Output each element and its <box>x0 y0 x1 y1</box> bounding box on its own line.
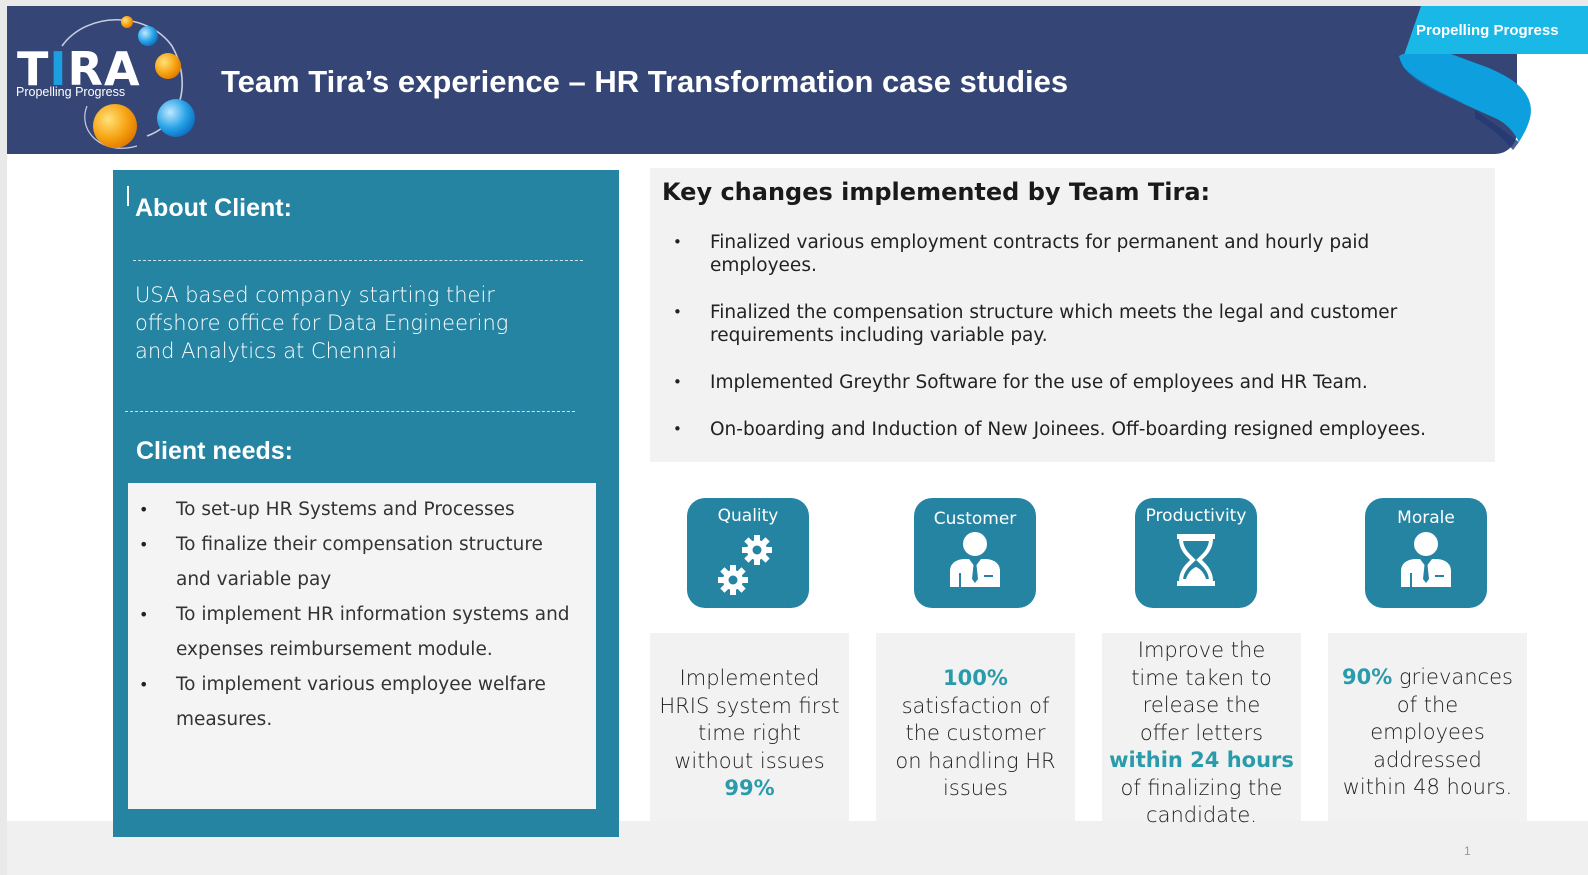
key-changes-list: Finalized various employment contracts f… <box>650 231 1495 465</box>
list-item: Finalized various employment contracts f… <box>650 231 1495 277</box>
client-needs-box: To set-up HR Systems and Processes To fi… <box>128 483 596 809</box>
ribbon-graphic <box>1399 6 1588 150</box>
page-title: Team Tira’s experience – HR Transformati… <box>221 64 1069 99</box>
card-text: Improve the time taken to release the offer… <box>1109 638 1294 827</box>
client-panel: About Client: USA based company starting… <box>113 170 619 837</box>
ribbon-label: Propelling Progress <box>1416 22 1559 39</box>
card-text: Implemented HRIS system first time right wi… <box>659 666 840 800</box>
list-item: Finalized the compensation structure whi… <box>650 301 1495 347</box>
tira-logo: TIRA Propelling Progress <box>7 6 207 154</box>
logo-wordmark: TIRA <box>17 42 141 96</box>
card-text: 90% grievances of the employees addressed wi… <box>1342 665 1513 799</box>
tile-label: Quality <box>717 506 779 526</box>
about-line: offshore office for Data Engineering <box>135 311 509 335</box>
about-client-heading: About Client: <box>135 194 292 222</box>
slide: TIRA Propelling Progress Team Tira’s exp… <box>7 6 1588 875</box>
businessman-icon <box>950 532 1000 587</box>
about-line: USA based company starting their <box>135 283 495 307</box>
divider <box>133 260 583 261</box>
productivity-tile: Productivity <box>1135 498 1257 608</box>
list-item: Implemented Greythr Software for the use… <box>650 371 1495 394</box>
about-line: and Analytics at Chennai <box>135 339 398 363</box>
card-text: 100% satisfaction of the customer on handli… <box>895 666 1056 800</box>
client-needs-list: To set-up HR Systems and Processes To fi… <box>128 492 596 737</box>
page-number: 1 <box>1464 844 1471 858</box>
client-needs-heading: Client needs: <box>136 437 293 465</box>
customer-tile: Customer <box>914 498 1036 608</box>
morale-tile: Morale <box>1365 498 1487 608</box>
productivity-card: Improve the time taken to release the offer… <box>1102 633 1301 827</box>
header-banner: TIRA Propelling Progress Team Tira’s exp… <box>7 6 1517 154</box>
list-item: On-boarding and Induction of New Joinees… <box>650 418 1495 441</box>
orbit-spheres-icon <box>61 16 195 149</box>
list-item: To implement various employee welfaremea… <box>128 667 596 737</box>
list-item: To implement HR information systems ande… <box>128 597 596 667</box>
morale-card: 90% grievances of the employees addressed wi… <box>1328 633 1527 821</box>
divider <box>125 411 575 412</box>
logo-tagline: Propelling Progress <box>16 85 126 99</box>
about-client-text: USA based company starting their offshor… <box>135 281 575 365</box>
quality-card: Implemented HRIS system first time right wi… <box>650 633 849 821</box>
hourglass-icon <box>1177 534 1215 586</box>
tile-label: Customer <box>933 509 1017 529</box>
text-cursor <box>127 186 129 206</box>
key-changes-heading: Key changes implemented by Team Tira: <box>662 178 1211 206</box>
gears-icon <box>718 535 772 595</box>
key-changes-panel: Key changes implemented by Team Tira: Fi… <box>650 168 1495 462</box>
businessman-icon <box>1401 532 1451 587</box>
quality-tile: Quality <box>687 498 809 608</box>
customer-card: 100% satisfaction of the customer on handli… <box>876 633 1075 821</box>
tile-label: Productivity <box>1145 506 1247 526</box>
list-item: To finalize their compensation structure… <box>128 527 596 597</box>
tile-label: Morale <box>1397 508 1455 528</box>
list-item: To set-up HR Systems and Processes <box>128 492 596 527</box>
